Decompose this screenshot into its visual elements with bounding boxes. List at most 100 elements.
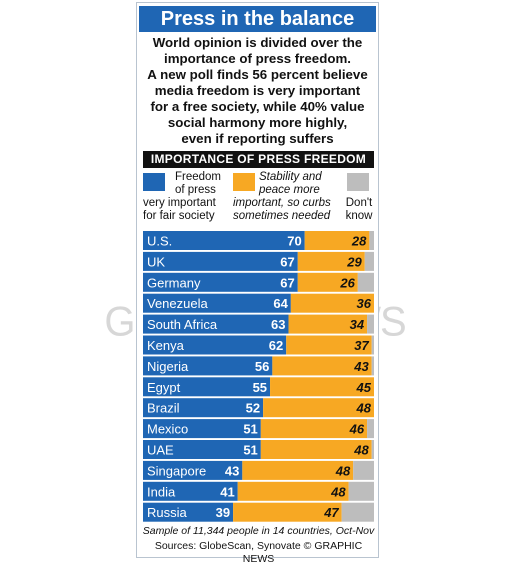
bar-stability: [260, 440, 372, 459]
bar-freedom: [143, 481, 238, 501]
value-label-stability: 48: [356, 401, 372, 416]
section-title: IMPORTANCE OF PRESS FREEDOM: [143, 151, 374, 168]
value-label-freedom: 51: [243, 422, 257, 437]
value-label-stability: 34: [350, 317, 365, 332]
value-label-stability: 48: [353, 443, 369, 458]
bar-dontknow: [367, 419, 374, 439]
legend-label-freedom-bottom: very important for fair society: [143, 197, 216, 222]
value-label-stability: 26: [339, 275, 355, 290]
value-label-stability: 29: [346, 254, 362, 269]
category-label: Germany: [147, 275, 201, 290]
category-label: Singapore: [147, 463, 206, 478]
value-label-stability: 46: [349, 422, 365, 437]
bar-chart: U.S. 70 28 UK 67 29 Germany 67 26 Venezuela 64 36 So…: [143, 231, 374, 522]
legend-swatch-freedom: [143, 173, 165, 191]
bar-freedom: [143, 272, 298, 292]
bar-dontknow: [348, 481, 374, 501]
value-label-freedom: 55: [253, 380, 267, 395]
bar-stability: [297, 272, 358, 292]
bar-dontknow: [371, 440, 374, 459]
value-label-freedom: 67: [280, 254, 294, 269]
sources-credit: Sources: GlobeScan, Synovate © GRAPHIC N…: [154, 540, 363, 565]
value-label-stability: 28: [351, 234, 367, 249]
category-label: UAE: [147, 443, 174, 458]
bar-dontknow: [367, 314, 374, 334]
value-label-stability: 36: [357, 296, 372, 311]
page-title: Press in the balance: [139, 6, 376, 32]
bar-dontknow: [371, 335, 374, 355]
bar-stability: [297, 251, 365, 271]
bar-stability: [242, 460, 354, 480]
bar-freedom: [143, 356, 273, 376]
value-label-freedom: 63: [271, 317, 285, 332]
value-label-stability: 48: [335, 463, 351, 478]
bar-freedom: [143, 231, 305, 250]
category-label: South Africa: [147, 317, 218, 332]
category-label: UK: [147, 254, 165, 269]
bar-freedom: [143, 398, 264, 418]
category-label: U.S.: [147, 234, 172, 249]
category-label: Russia: [147, 505, 188, 520]
bar-stability: [286, 335, 372, 355]
category-label: Nigeria: [147, 359, 189, 374]
category-label: Brazil: [147, 401, 180, 416]
legend-label-stability: Stability and peace more: [259, 171, 322, 196]
value-label-freedom: 64: [273, 296, 288, 311]
legend-swatch-stability: [233, 173, 255, 191]
bar-stability: [290, 293, 374, 313]
bar-freedom: [143, 377, 271, 397]
bar-dontknow: [364, 251, 374, 271]
value-label-freedom: 70: [287, 234, 301, 249]
bar-freedom: [143, 251, 298, 271]
bar-dontknow: [371, 356, 374, 376]
value-label-stability: 48: [330, 484, 346, 499]
bar-stability: [288, 314, 368, 334]
bar-dontknow: [369, 231, 374, 250]
value-label-freedom: 51: [243, 443, 257, 458]
category-label: Egypt: [147, 380, 181, 395]
legend-label-dontknow: Don't know: [345, 197, 373, 222]
bar-freedom: [143, 419, 261, 439]
value-label-stability: 47: [323, 505, 339, 520]
bar-dontknow: [341, 502, 374, 522]
intro-line: even if reporting suffers: [181, 131, 334, 146]
bar-freedom: [143, 460, 243, 480]
value-label-freedom: 67: [280, 275, 294, 290]
bar-stability: [237, 481, 349, 501]
bar-stability: [263, 398, 374, 418]
value-label-freedom: 52: [246, 401, 260, 416]
bar-freedom: [143, 502, 234, 522]
bar-freedom: [143, 293, 291, 313]
intro-line: media freedom is very important: [154, 83, 361, 98]
value-label-freedom: 41: [220, 484, 234, 499]
intro-line: for a free society, while 40% value: [150, 99, 365, 114]
bar-freedom: [143, 335, 287, 355]
legend-label-freedom-top: Freedom of press: [175, 171, 222, 196]
category-label: Kenya: [147, 338, 185, 353]
bar-stability: [304, 231, 370, 250]
value-label-freedom: 39: [216, 505, 230, 520]
legend-label-stability-bottom: important, so curbs sometimes needed: [233, 197, 331, 222]
bar-dontknow: [353, 460, 374, 480]
bar-stability: [272, 356, 372, 376]
sample-note: Sample of 11,344 people in 14 countries,…: [142, 525, 375, 537]
bar-freedom: [143, 440, 261, 459]
intro-line: World opinion is divided over the: [152, 35, 363, 50]
bar-stability: [260, 419, 368, 439]
intro-line: A new poll finds 56 percent believe: [147, 67, 368, 82]
bar-freedom: [143, 314, 289, 334]
bar-dontknow: [357, 272, 374, 292]
category-label: India: [147, 484, 176, 499]
value-label-stability: 37: [354, 338, 369, 353]
legend-swatch-dontknow: [347, 173, 369, 191]
bar-stability: [270, 377, 374, 397]
intro-line: importance of press freedom.: [164, 51, 351, 66]
category-label: Mexico: [147, 422, 188, 437]
value-label-stability: 45: [356, 380, 372, 395]
intro-line: social harmony more highly,: [167, 115, 348, 130]
infographic-card: Press in the balance World opinion is di…: [136, 2, 379, 565]
value-label-freedom: 56: [255, 359, 269, 374]
category-label: Venezuela: [147, 296, 208, 311]
bar-stability: [233, 502, 342, 522]
value-label-freedom: 62: [269, 338, 283, 353]
